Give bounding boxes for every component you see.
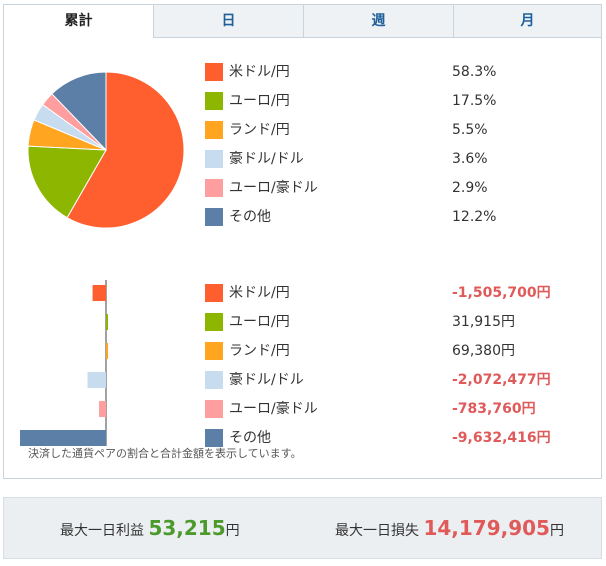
- amount-bar: [92, 285, 106, 301]
- legend-swatch: [205, 371, 223, 389]
- max-daily-loss: 最大一日損失 14,179,905円: [335, 498, 564, 558]
- legend-swatch: [205, 150, 223, 168]
- chart-note: 決済した通貨ペアの割合と合計金額を表示しています。: [28, 447, 302, 460]
- legend-value: 12.2%: [452, 209, 497, 225]
- legend-swatch: [205, 179, 223, 197]
- amount-bar: [106, 314, 108, 330]
- pie-legend-row: その他 12.2%: [205, 207, 545, 227]
- legend-value: 2.9%: [452, 180, 488, 196]
- max-profit-unit: 円: [225, 523, 240, 539]
- legend-label: ユーロ/円: [229, 93, 290, 109]
- pie-legend-row: 豪ドル/ドル 3.6%: [205, 149, 545, 169]
- legend-label: ランド/円: [229, 122, 290, 138]
- tab-daily[interactable]: 日: [153, 5, 303, 38]
- bar-legend-row: ランド/円 69,380円: [205, 341, 545, 361]
- bar-legend-row: ユーロ/円 31,915円: [205, 312, 545, 332]
- legend-value: 58.3%: [452, 64, 497, 80]
- max-profit-value: 53,215: [148, 516, 226, 540]
- pie-slice: [27, 145, 107, 219]
- currency-pair-panel: 累計 日 週 月: [3, 4, 602, 479]
- bar-legend-row: 豪ドル/ドル -2,072,477円: [205, 370, 551, 390]
- tab-weekly[interactable]: 週: [303, 5, 453, 38]
- legend-swatch: [205, 400, 223, 418]
- legend-value: 5.5%: [452, 122, 488, 138]
- legend-label: 米ドル/円: [229, 285, 290, 301]
- max-daily-profit: 最大一日利益 53,215円: [60, 498, 240, 558]
- legend-swatch: [205, 342, 223, 360]
- pie-slice: [66, 71, 185, 229]
- max-profit-label: 最大一日利益: [60, 523, 144, 539]
- legend-label: ランド/円: [229, 343, 290, 359]
- tab-monthly[interactable]: 月: [453, 5, 601, 38]
- legend-swatch: [205, 284, 223, 302]
- tab-cumulative[interactable]: 累計: [4, 5, 153, 38]
- amount-value: 69,380円: [452, 343, 515, 359]
- max-loss-value: 14,179,905: [423, 516, 550, 540]
- legend-label: ユーロ/円: [229, 314, 290, 330]
- period-tabs: 累計 日 週 月: [4, 5, 601, 39]
- pie-slice: [51, 71, 107, 152]
- legend-swatch: [205, 313, 223, 331]
- amount-value: -1,505,700円: [452, 285, 551, 301]
- amount-bar: [87, 372, 106, 388]
- amount-bar: [99, 401, 106, 417]
- legend-label: 豪ドル/ドル: [229, 151, 304, 167]
- bar-legend-row: その他 -9,632,416円: [205, 428, 551, 448]
- pie-legend-row: ランド/円 5.5%: [205, 120, 545, 140]
- legend-swatch: [205, 63, 223, 81]
- legend-label: その他: [229, 430, 271, 446]
- pie-legend-row: ユーロ/豪ドル 2.9%: [205, 178, 545, 198]
- bar-legend-row: ユーロ/豪ドル -783,760円: [205, 399, 545, 419]
- legend-label: 米ドル/円: [229, 64, 290, 80]
- legend-label: その他: [229, 209, 271, 225]
- legend-value: 3.6%: [452, 151, 488, 167]
- pie-legend-row: 米ドル/円 58.3%: [205, 62, 545, 82]
- legend-swatch: [205, 121, 223, 139]
- legend-swatch: [205, 92, 223, 110]
- max-loss-label: 最大一日損失: [335, 523, 419, 539]
- legend-label: ユーロ/豪ドル: [229, 401, 318, 417]
- max-loss-unit: 円: [549, 523, 564, 539]
- amount-value: -2,072,477円: [452, 372, 551, 388]
- legend-label: ユーロ/豪ドル: [229, 180, 318, 196]
- pie-legend-row: ユーロ/円 17.5%: [205, 91, 545, 111]
- legend-swatch: [205, 208, 223, 226]
- amount-bar: [106, 343, 108, 359]
- amount-value: -9,632,416円: [452, 430, 551, 446]
- amount-value: 31,915円: [452, 314, 515, 330]
- legend-label: 豪ドル/ドル: [229, 372, 304, 388]
- bar-legend-row: 米ドル/円 -1,505,700円: [205, 283, 551, 303]
- legend-value: 17.5%: [452, 93, 497, 109]
- legend-swatch: [205, 429, 223, 447]
- amount-value: -783,760円: [452, 401, 536, 417]
- amount-bar: [20, 430, 106, 446]
- daily-summary: 最大一日利益 53,215円 最大一日損失 14,179,905円: [3, 497, 602, 559]
